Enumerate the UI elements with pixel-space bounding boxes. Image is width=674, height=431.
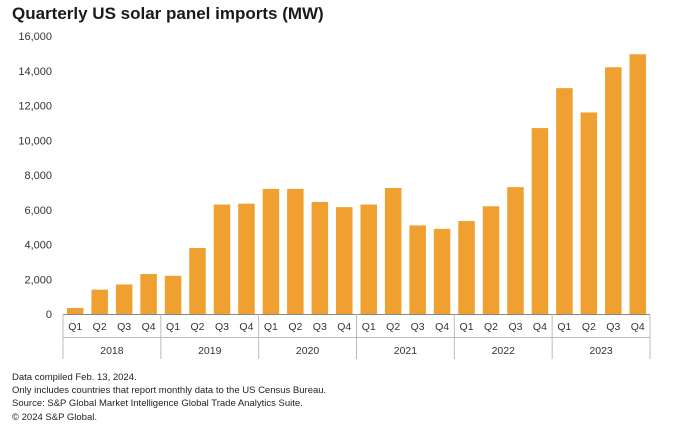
x-tick-quarter-label: Q4 [435, 321, 449, 333]
bar-q1-2022 [458, 221, 475, 314]
x-tick-quarter-label: Q2 [191, 321, 205, 333]
x-tick-quarter-label: Q3 [215, 321, 229, 333]
bar-q3-2023 [605, 67, 622, 314]
bar-q1-2023 [556, 88, 573, 315]
bar-q3-2022 [507, 187, 524, 314]
x-tick-year-label: 2019 [198, 345, 222, 357]
x-tick-quarter-label: Q1 [68, 321, 82, 333]
y-tick-label: 2,000 [24, 274, 52, 286]
x-tick-quarter-label: Q3 [313, 321, 327, 333]
footnote-date-compiled: Data compiled Feb. 13, 2024. [12, 372, 137, 383]
bar-q3-2020 [311, 201, 329, 314]
x-tick-quarter-label: Q2 [484, 321, 498, 333]
bars [66, 54, 647, 315]
y-tick-label: 10,000 [18, 135, 52, 147]
bar-q4-2019 [238, 203, 255, 314]
bar-q2-2023 [580, 112, 598, 314]
y-tick-label: 12,000 [18, 101, 52, 113]
x-tick-year-label: 2020 [296, 345, 320, 357]
bar-q2-2022 [482, 206, 500, 314]
y-tick-label: 14,000 [18, 66, 52, 78]
bar-q3-2021 [409, 225, 426, 314]
x-tick-quarter-label: Q2 [288, 321, 302, 333]
bar-q1-2019 [164, 275, 182, 314]
x-tick-quarter-label: Q2 [93, 321, 107, 333]
x-tick-year-label: 2022 [492, 345, 516, 357]
bar-q4-2018 [140, 274, 157, 314]
x-tick-year-label: 2021 [394, 345, 418, 357]
x-tick-quarter-label: Q1 [557, 321, 571, 333]
y-tick-label: 4,000 [24, 240, 52, 252]
y-axis: 0 2,000 4,000 6,000 8,000 10,000 12,000 14,000 1… [18, 31, 52, 321]
x-tick-quarter-label: Q1 [460, 321, 474, 333]
x-tick-quarter-label: Q4 [142, 321, 156, 333]
x-tick-quarter-label: Q1 [362, 321, 376, 333]
x-tick-quarter-label: Q4 [239, 321, 253, 333]
footnote-copyright: © 2024 S&P Global. [12, 411, 97, 423]
y-tick-label: 0 [46, 309, 52, 321]
x-tick-quarter-label: Q3 [508, 321, 522, 333]
bar-q1-2020 [262, 188, 280, 314]
bar-q3-2018 [115, 284, 133, 314]
x-tick-quarter-label: Q2 [582, 321, 596, 333]
x-axis: Q1 Q2 Q3 Q4 Q1 Q2 Q3 Q4 Q1 Q2 Q3 Q4 Q1 Q2 Q3 Q4 Q1 Q2 Q3 Q4… [62, 314, 651, 359]
x-tick-quarter-label: Q3 [606, 321, 620, 333]
x-tick-quarter-label: Q4 [631, 321, 645, 333]
bar-q4-2020 [336, 207, 353, 314]
footnote-source: Source: S&P Global Market Intelligence G… [12, 398, 303, 410]
bar-q2-2018 [91, 289, 108, 314]
x-tick-quarter-label: Q1 [264, 321, 278, 333]
bar-q1-2018 [66, 307, 84, 314]
x-tick-year-label: 2023 [589, 345, 613, 357]
x-tick-year-label: 2018 [100, 345, 124, 357]
bar-chart: 0 2,000 4,000 6,000 8,000 10,000 12,000 14,000 1… [18, 31, 651, 359]
x-tick-quarter-label: Q3 [411, 321, 425, 333]
bar-q2-2021 [384, 188, 402, 314]
x-tick-quarter-label: Q1 [166, 321, 180, 333]
bar-q4-2023 [629, 54, 647, 315]
x-tick-quarter-label: Q4 [533, 321, 547, 333]
bar-q4-2021 [433, 228, 451, 314]
footnote-data-scope: Only includes countries that report mont… [12, 385, 327, 397]
y-tick-label: 6,000 [24, 205, 52, 217]
bar-q2-2019 [189, 247, 206, 314]
bar-q2-2020 [287, 188, 304, 314]
y-tick-label: 16,000 [18, 31, 52, 43]
bar-q3-2019 [213, 204, 231, 314]
bar-q1-2021 [360, 204, 377, 314]
x-tick-quarter-label: Q3 [117, 321, 131, 333]
bar-q4-2022 [531, 128, 549, 314]
chart-title: Quarterly US solar panel imports (MW) [12, 4, 324, 23]
y-tick-label: 8,000 [24, 170, 52, 182]
x-tick-quarter-label: Q4 [337, 321, 351, 333]
footnotes: Data compiled Feb. 13, 2024. Only includ… [12, 371, 326, 424]
x-tick-quarter-label: Q2 [386, 321, 400, 333]
